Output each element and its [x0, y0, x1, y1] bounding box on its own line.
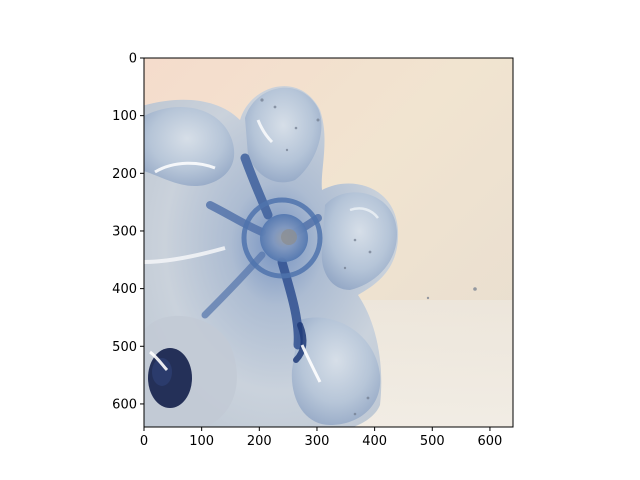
x-tick-label: 300 — [305, 434, 330, 449]
blue-groove-top — [240, 153, 273, 220]
highlight-4 — [300, 344, 322, 383]
x-tick-label: 0 — [140, 434, 148, 449]
highlight-2 — [144, 246, 226, 264]
y-tick-label: 300 — [112, 224, 137, 239]
center-ring-outer — [241, 197, 323, 279]
x-tick-label: 200 — [247, 434, 272, 449]
highlight-1 — [154, 161, 216, 174]
speckles — [260, 98, 477, 416]
y-axis-ticks: 0 100 200 300 400 500 600 — [112, 52, 144, 412]
x-axis-ticks: 0 100 200 300 400 500 600 — [140, 427, 502, 449]
highlight-6 — [349, 207, 379, 219]
axes-frame — [143, 57, 514, 428]
blue-groove-left — [206, 201, 266, 236]
dark-shadow-edge — [152, 358, 172, 386]
center-dot — [281, 229, 297, 245]
x-tick-label: 100 — [189, 434, 214, 449]
photo — [144, 58, 513, 427]
x-tick-label: 600 — [478, 434, 503, 449]
y-tick-label: 100 — [112, 109, 137, 124]
lobe-top — [245, 87, 322, 183]
y-tick-label: 200 — [112, 167, 137, 182]
blue-groove-bottom — [277, 257, 303, 350]
highlight-5 — [256, 119, 274, 144]
y-tick-label: 0 — [129, 52, 137, 67]
lobe-lower-right — [291, 317, 381, 425]
y-tick-label: 500 — [112, 340, 137, 355]
y-tick-label: 600 — [112, 397, 137, 412]
x-tick-label: 500 — [420, 434, 445, 449]
x-tick-label: 400 — [362, 434, 387, 449]
y-tick-label: 400 — [112, 282, 137, 297]
highlight-3 — [149, 350, 169, 372]
